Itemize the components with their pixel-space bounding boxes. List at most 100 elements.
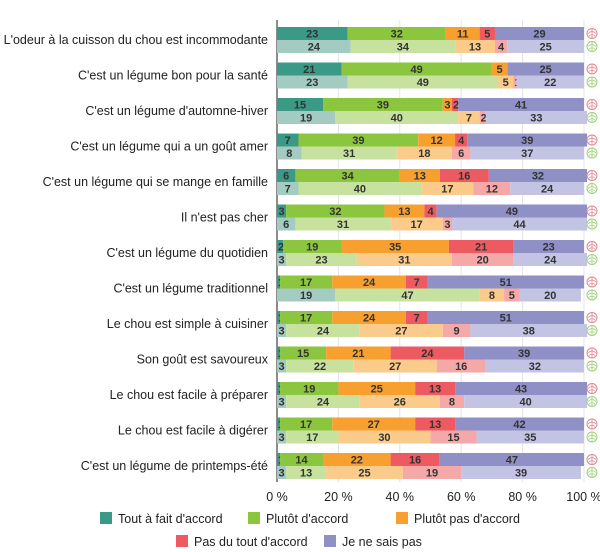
data-label: 19 (300, 113, 312, 125)
data-label: 27 (368, 419, 380, 431)
icon-detail (587, 28, 597, 39)
data-label: 3 (279, 432, 285, 444)
bar-segment (277, 324, 287, 337)
data-label: 3 (279, 206, 285, 218)
bar-segment (513, 253, 588, 266)
bar-segment (280, 417, 333, 431)
bar-segment (427, 275, 584, 289)
data-label: 3 (279, 326, 285, 338)
bar-segment (470, 146, 584, 160)
data-label: 7 (466, 113, 472, 125)
bar-segment (341, 240, 449, 253)
icon-detail (587, 219, 597, 229)
bar-segment (436, 204, 588, 218)
category-label: L'odeur à la cuisson du chou est incommo… (4, 33, 268, 47)
bar-segment (280, 382, 339, 395)
data-label: 17 (306, 432, 318, 444)
data-label: 3 (279, 255, 285, 267)
data-label: 23 (306, 29, 318, 41)
data-label: 9 (454, 326, 460, 338)
data-label: 24 (363, 313, 376, 325)
data-label: 4 (498, 42, 505, 54)
data-label: 40 (520, 397, 532, 409)
bar-segment (405, 311, 428, 324)
bar-segment (442, 98, 452, 111)
bar-segment (277, 253, 287, 266)
green-cabbage-icon (586, 289, 598, 301)
green-cabbage-icon (586, 76, 598, 88)
data-label: 22 (544, 77, 556, 89)
data-label: 2 (278, 242, 284, 254)
red-cabbage-icon (586, 312, 598, 323)
red-cabbage-icon (586, 134, 598, 146)
bar-segment (455, 40, 495, 53)
icon-detail (587, 148, 597, 158)
bar-segment (424, 204, 437, 218)
bar-segment (436, 359, 486, 373)
data-label: 19 (306, 242, 318, 254)
data-label: 7 (414, 313, 420, 325)
data-label: 20 (477, 255, 489, 267)
data-label: 35 (389, 242, 401, 254)
data-label: 2 (481, 113, 487, 125)
category-label: C'est un légume qui se mange en famille (43, 175, 268, 189)
bar-segment (451, 146, 471, 160)
legend-label: Pas du tout d'accord (194, 535, 308, 549)
category-label: C'est un légume du quotidien (106, 246, 268, 260)
bar-segment (455, 382, 588, 395)
bar-segment (513, 75, 517, 89)
data-label: 31 (343, 148, 355, 160)
data-label: 27 (389, 361, 401, 373)
bar-segment (286, 430, 339, 444)
bar-segment (430, 430, 477, 444)
icon-detail (587, 419, 597, 429)
data-label: 39 (377, 100, 389, 112)
bar-segment (491, 62, 508, 76)
category-label: C'est un légume de printemps-été (81, 459, 268, 473)
data-label: 24 (308, 42, 321, 54)
bar-segment (277, 27, 348, 40)
icon-detail (587, 77, 597, 87)
icon-detail (587, 41, 597, 52)
bar-segment (399, 169, 440, 182)
data-label: 51 (500, 277, 512, 289)
bar-segment (467, 133, 588, 147)
legend-label: Plutôt d'accord (266, 512, 348, 526)
data-label: 17 (411, 219, 423, 231)
data-label: 34 (341, 171, 354, 183)
data-label: 40 (391, 113, 403, 125)
data-label: 24 (544, 255, 557, 267)
data-label: 17 (441, 184, 453, 196)
legend-label: Je ne sais pas (342, 535, 422, 549)
icon-detail (587, 170, 597, 181)
bar-segment (280, 275, 333, 289)
bar-segment (277, 204, 287, 218)
bar-segment (390, 346, 465, 360)
category-label: C'est un légume traditionnel (113, 282, 268, 296)
data-label: 40 (354, 184, 366, 196)
x-tick-label: 80 % (508, 490, 537, 504)
data-label: 25 (371, 384, 383, 396)
bar-segment (277, 346, 281, 360)
data-label: 11 (457, 29, 469, 41)
data-label: 24 (421, 348, 434, 360)
data-label: 15 (294, 100, 306, 112)
bar-segment (445, 27, 480, 40)
data-label: 49 (506, 206, 518, 218)
data-label: 17 (300, 419, 312, 431)
bar-segment (494, 27, 584, 40)
bar-segment (277, 111, 336, 124)
red-cabbage-icon (586, 99, 598, 110)
data-label: 25 (358, 468, 370, 480)
category-label: Il n'est pas cher (181, 211, 268, 225)
bar-segment (421, 182, 474, 195)
bar-segment (286, 395, 360, 408)
data-label: 39 (352, 135, 364, 147)
bar-segment (479, 288, 505, 302)
bar-segment (461, 466, 581, 479)
bar-segment (277, 133, 299, 147)
bar-segment (405, 275, 428, 289)
bar-segment (286, 324, 360, 337)
data-label: 25 (540, 42, 552, 54)
